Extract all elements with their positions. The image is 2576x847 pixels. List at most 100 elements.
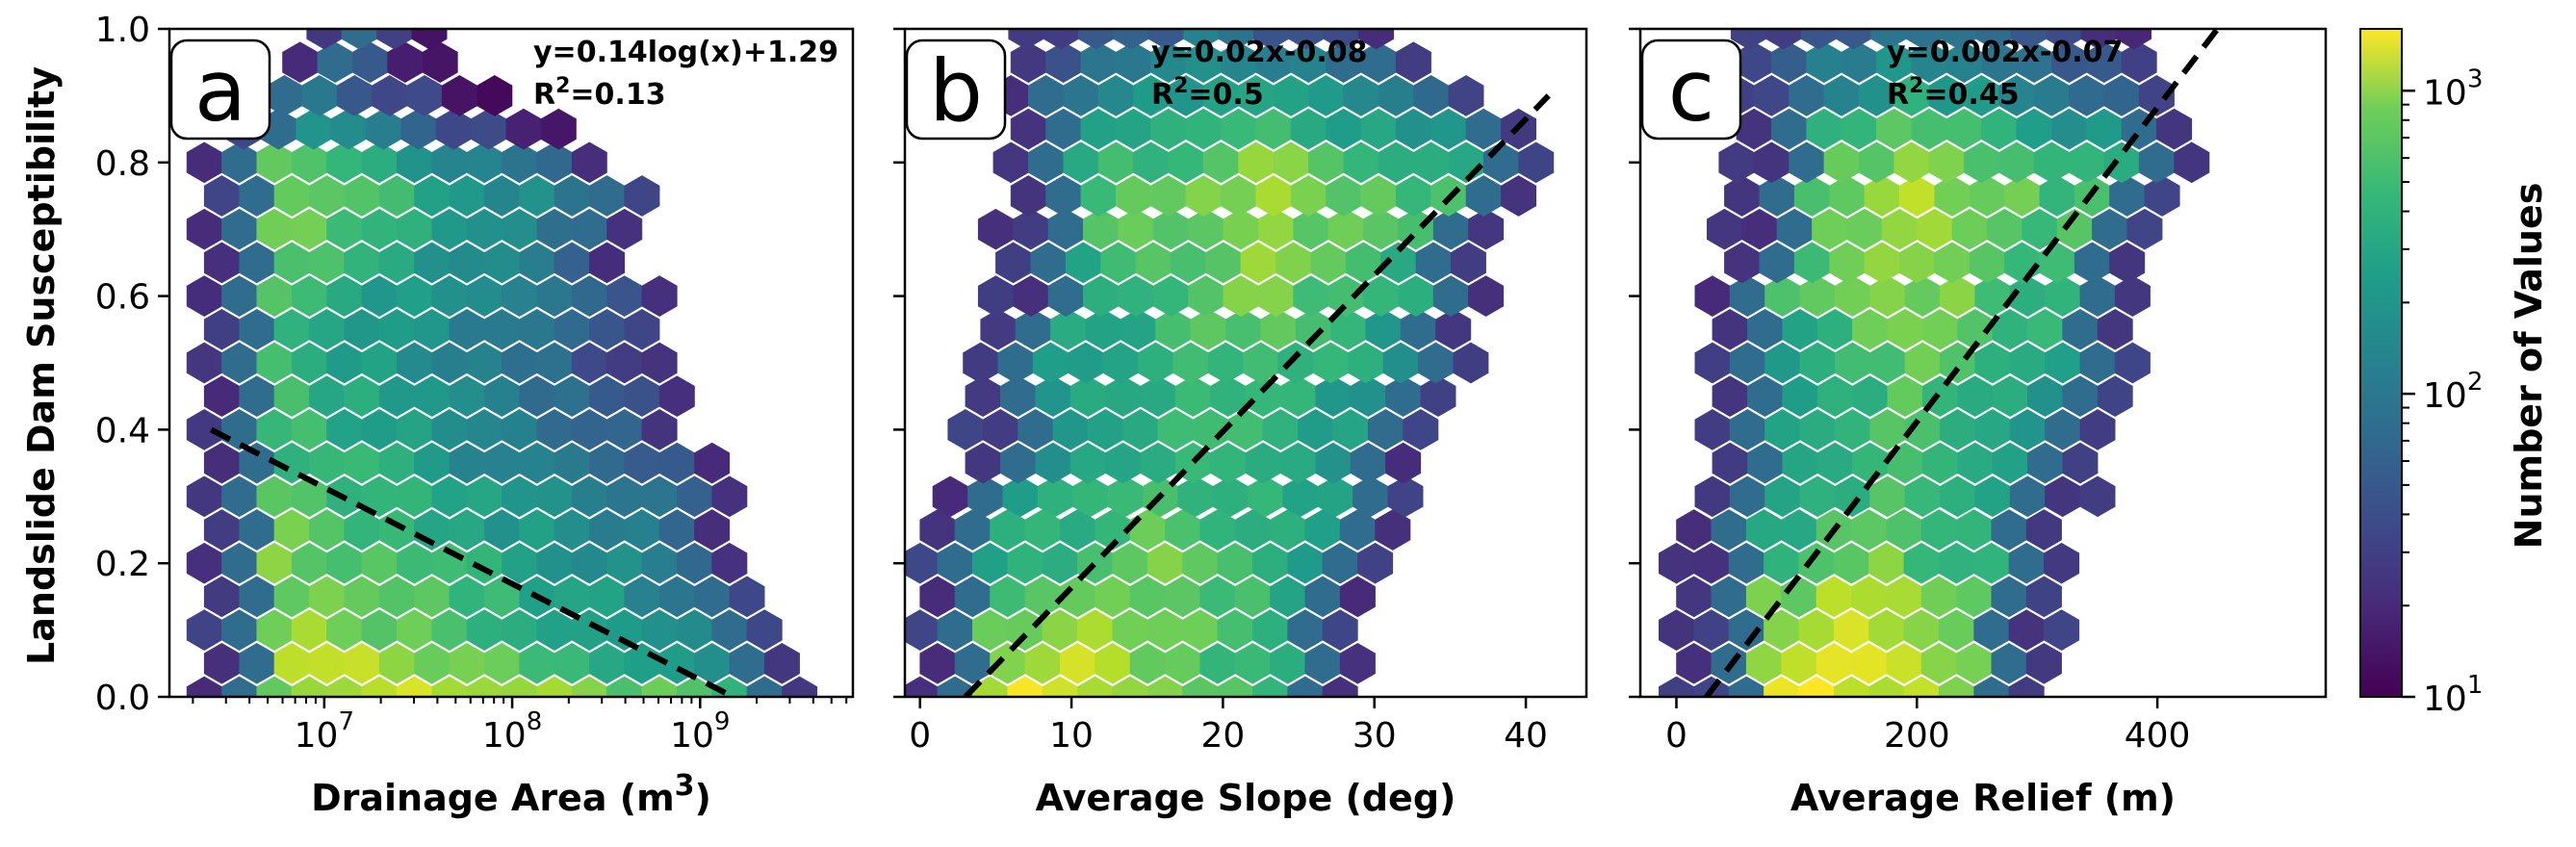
hexbin-cell (378, 375, 415, 418)
hexbin-cell (1140, 442, 1176, 484)
hexbin-cell (483, 442, 520, 484)
hexbin-cell (571, 275, 607, 317)
hexbin-cell (1100, 242, 1137, 284)
hexbin-cell (414, 576, 451, 618)
hexbin-cell (326, 542, 363, 584)
hexbin-cell (1275, 242, 1312, 284)
hexbin-cell (1308, 141, 1344, 184)
hexbin-cell (2103, 141, 2140, 184)
hexbin-cell (1287, 542, 1324, 584)
hexbin-cell (239, 509, 275, 551)
hexbin-cell (1015, 308, 1051, 350)
hexbin-cell (330, 108, 367, 150)
hexbin-cell (746, 676, 783, 697)
hexbin-cell (589, 642, 625, 684)
hexbin-cell (1000, 442, 1036, 484)
hexbin-cell (361, 676, 398, 697)
hexbin-cell (483, 375, 520, 418)
hexbin-cell (554, 509, 590, 551)
y-tick-label: 0.2 (95, 545, 150, 584)
hexbin-cell (1348, 342, 1384, 384)
hexbin-cell (1185, 175, 1222, 217)
hexbin-cell (1118, 275, 1154, 317)
hexbin-cell (1899, 175, 1935, 217)
hexbin-cell (186, 342, 222, 384)
hexbin-cell (519, 308, 555, 350)
hexbin-cell (2079, 475, 2116, 518)
panel-a: 0.0 0.2 0.4 0.6 0.8 1.0 107 108 109 Drainage Area… (95, 11, 855, 819)
hexbin-cell (1010, 108, 1046, 150)
hexbin-cell (449, 509, 485, 551)
hexbin-cell (554, 175, 590, 217)
hexbin-cell (1782, 442, 1818, 484)
hexbin-cell (589, 175, 625, 217)
hexbin-cell (2097, 375, 2133, 418)
hexbin-cell (414, 375, 451, 418)
hexbin-cell (1776, 208, 1813, 250)
hexbin-cell (2074, 242, 2110, 284)
hexbin-cell (2079, 275, 2116, 317)
hexbin-cell (1345, 242, 1381, 284)
hexbin-cell (449, 576, 485, 618)
hexbin-cell (2044, 609, 2080, 651)
hexbin-cell (1904, 275, 1941, 317)
hexbin-cell (431, 141, 468, 184)
colorbar-ticks: 101 102 103 (2402, 64, 2483, 719)
hexbin-cell (186, 542, 222, 584)
hexbin-cell (1992, 442, 2028, 484)
hexbin-cell (502, 208, 538, 250)
hexbin-cell (483, 175, 520, 217)
hexbin-cell (519, 375, 555, 418)
hexbin-cell (1165, 576, 1200, 618)
hexbin-cell (641, 609, 678, 651)
hexbin-cell (1851, 642, 1887, 684)
hexbin-cell (1765, 275, 1801, 317)
hexbin-cell (1116, 175, 1151, 217)
hexbin-cell (1360, 108, 1397, 150)
hexbin-cell (361, 542, 398, 584)
hexbin-cell (2103, 75, 2140, 116)
hexbin-cell (624, 308, 660, 350)
hexbin-cell (1171, 242, 1206, 284)
hexbin-cell (273, 308, 310, 350)
hexbin-cell (571, 475, 607, 518)
hexbin-cell (1013, 208, 1049, 250)
hexbin-cell (361, 208, 398, 250)
hexbin-cell (378, 308, 415, 350)
hexbin-cell (186, 609, 222, 651)
hexbin-cell (1816, 308, 1853, 350)
hexbin-cell (2174, 141, 2210, 184)
hexbin-cell (1468, 208, 1505, 250)
hexbin-cell (1981, 108, 2018, 150)
hexbin-cell (466, 141, 502, 184)
hexbin-cell (2008, 676, 2045, 697)
hexbin-cell (1150, 175, 1187, 217)
hexbin-cell (1172, 342, 1209, 384)
hexbin-cell (326, 676, 363, 697)
hexbin-cell (1816, 375, 1853, 418)
hexbin-cell (2009, 475, 2046, 518)
hexbin-cell (431, 475, 468, 518)
hexbin-cell (1080, 108, 1117, 150)
hexbin-cell (239, 642, 275, 684)
hexbin-cell (282, 41, 319, 84)
panel-letter: b (929, 41, 983, 141)
hexbin-cell (505, 108, 542, 150)
hexbin-cell (466, 542, 502, 584)
hexbin-cell (1973, 609, 2010, 651)
hexbin-cell (1799, 475, 1836, 518)
hexbin-cell (624, 175, 660, 217)
hexbin-cell (326, 141, 363, 184)
hexbin-cell (273, 175, 310, 217)
hexbin-cell (414, 442, 451, 484)
hexbin-cell (694, 442, 731, 484)
hexbin-cell (1789, 75, 1825, 116)
hexbin-cell (1112, 542, 1148, 584)
hexbin-cell (267, 75, 302, 116)
hexbin-cell (606, 275, 643, 317)
hexbin-cell (1152, 208, 1189, 250)
fit-equation: y=0.002x-0.07 (1887, 36, 2123, 69)
hexbin-cell (502, 275, 538, 317)
hexbin-cell (203, 509, 240, 551)
x-tick-label: 108 (482, 707, 542, 756)
